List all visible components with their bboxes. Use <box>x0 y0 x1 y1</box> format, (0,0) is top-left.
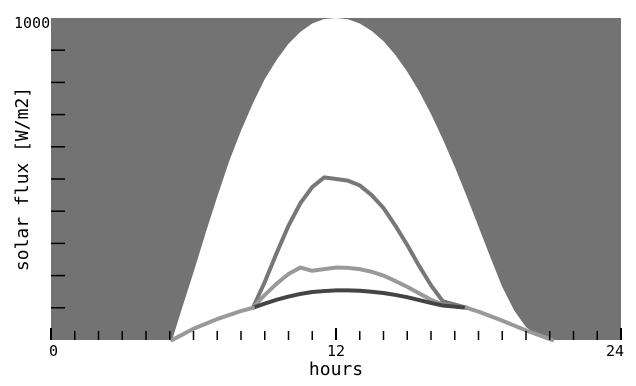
tick-layer: 0 12 24 <box>49 49 624 360</box>
x-tick-label: 0 <box>49 342 58 360</box>
x-tick-label: 24 <box>606 342 624 360</box>
y-axis-label: solar flux [W/m2] <box>12 87 33 271</box>
series-4-line <box>170 305 255 342</box>
series-3-line <box>250 288 469 310</box>
series-5-line <box>464 305 555 342</box>
series-1-line <box>250 175 469 310</box>
x-axis-label: hours <box>309 359 363 380</box>
series-layer <box>170 18 555 342</box>
series-2-line <box>250 265 469 310</box>
y-axis-top-tick-label: 1000 <box>14 14 50 32</box>
series-0-filled <box>172 18 553 340</box>
x-tick-label: 12 <box>327 342 345 360</box>
